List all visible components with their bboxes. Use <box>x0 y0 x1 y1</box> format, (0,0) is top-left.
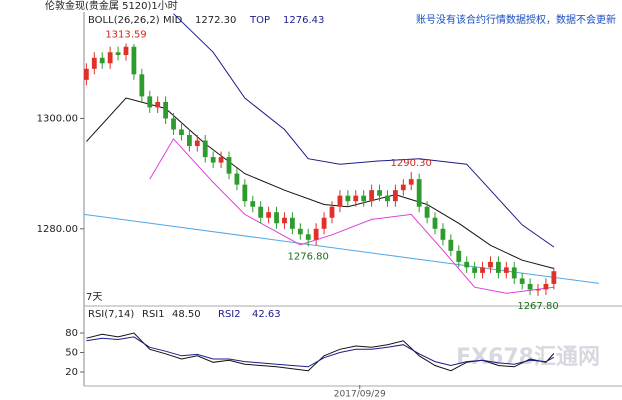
candle-body <box>400 184 406 191</box>
candle-body <box>503 267 509 273</box>
candle-body <box>83 68 89 80</box>
candle-body <box>448 239 454 251</box>
x-tick-label: 2017/09/29 <box>334 390 386 400</box>
candle-body <box>91 57 97 69</box>
legend-label: RSI2 <box>218 309 241 320</box>
notice: 账号没有该合约行情数据授权，数据不会更新 <box>416 13 616 26</box>
candle-body <box>242 184 248 202</box>
candle-body <box>107 52 113 64</box>
candle-body <box>361 195 367 202</box>
candle-body <box>495 261 501 273</box>
legend-value: 1272.30 <box>195 15 236 26</box>
candle-body <box>171 118 176 130</box>
candle-body <box>179 129 184 136</box>
candle-body <box>194 140 200 147</box>
candle-body <box>313 228 319 240</box>
candle-body <box>258 206 264 218</box>
candle-body <box>424 206 430 218</box>
candle-body <box>488 261 493 268</box>
candle-body <box>282 217 287 224</box>
band-line <box>173 13 555 248</box>
candle-body <box>163 101 169 119</box>
legend-label: MID <box>163 15 183 26</box>
legend-value: 48.50 <box>172 309 201 320</box>
candle-body <box>369 190 375 202</box>
chart-title: 伦敦金现(贵金属 5120)1小时 <box>45 0 178 12</box>
candle-body <box>218 157 224 163</box>
price-annotation: 1290.30 <box>391 158 432 169</box>
candle-body <box>456 250 462 262</box>
candle-body <box>440 228 446 240</box>
candle-body <box>511 267 517 279</box>
candle-body <box>131 46 137 75</box>
candle-body <box>305 234 311 240</box>
price-annotation: 1267.80 <box>517 301 558 312</box>
y-tick-label: 80 <box>65 328 78 339</box>
candle-body <box>202 140 208 158</box>
price-annotation: 1276.80 <box>288 251 329 262</box>
candle-body <box>480 267 485 273</box>
price-annotation: 1313.59 <box>105 29 146 40</box>
candle-body <box>337 195 343 207</box>
candle-body <box>234 173 240 185</box>
candle-body <box>147 96 153 108</box>
candle-body <box>99 57 105 64</box>
y-tick-label: 20 <box>65 367 78 378</box>
candle-body <box>123 46 129 56</box>
candle-body <box>377 190 382 196</box>
candle-body <box>329 206 335 218</box>
y-tick-label: 1280.00 <box>37 224 78 235</box>
candle-body <box>226 157 232 174</box>
candle-body <box>472 267 478 273</box>
candle-body <box>432 217 438 229</box>
candle-body <box>289 217 295 229</box>
candle-body <box>115 52 121 56</box>
y-tick-label: 50 <box>65 348 78 359</box>
band-line <box>149 138 554 294</box>
candle-body <box>155 101 161 108</box>
candle-body <box>139 74 145 97</box>
legend-label: RSI1 <box>142 309 165 320</box>
candle-body <box>186 135 192 147</box>
watermark: FX678汇通网 <box>456 345 600 370</box>
rsi-line <box>86 336 555 368</box>
rsi-label: RSI(7,14) <box>88 309 134 320</box>
candle-body <box>543 283 549 290</box>
y-tick-label: 1300.00 <box>37 113 78 124</box>
candle-body <box>519 278 525 284</box>
candle-body <box>392 190 398 202</box>
candle-body <box>266 212 272 218</box>
band-line <box>86 97 555 269</box>
candle-body <box>464 261 470 268</box>
legend-label: TOP <box>249 15 270 26</box>
candle-body <box>297 228 303 235</box>
legend-value: 42.63 <box>252 309 281 320</box>
candle-body <box>535 289 541 291</box>
candle-body <box>210 157 216 163</box>
candle-body <box>416 179 422 207</box>
candle-body <box>321 217 327 229</box>
candle-body <box>527 283 533 290</box>
legend-value: 1276.43 <box>283 15 324 26</box>
candle-body <box>408 179 414 185</box>
period-label: 7天 <box>86 292 102 303</box>
candle-body <box>274 212 279 224</box>
candle-body <box>551 271 557 284</box>
candle-body <box>345 195 351 202</box>
indicator-label: BOLL(26,26,2) <box>88 15 160 26</box>
candle-body <box>250 201 256 207</box>
candle-body <box>385 195 390 202</box>
candle-body <box>353 195 359 202</box>
